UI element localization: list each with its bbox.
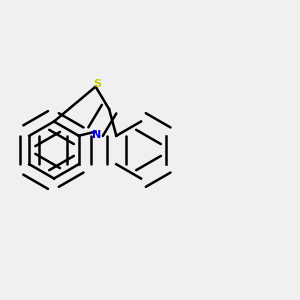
Text: N: N bbox=[92, 130, 102, 140]
Text: S: S bbox=[93, 79, 101, 88]
